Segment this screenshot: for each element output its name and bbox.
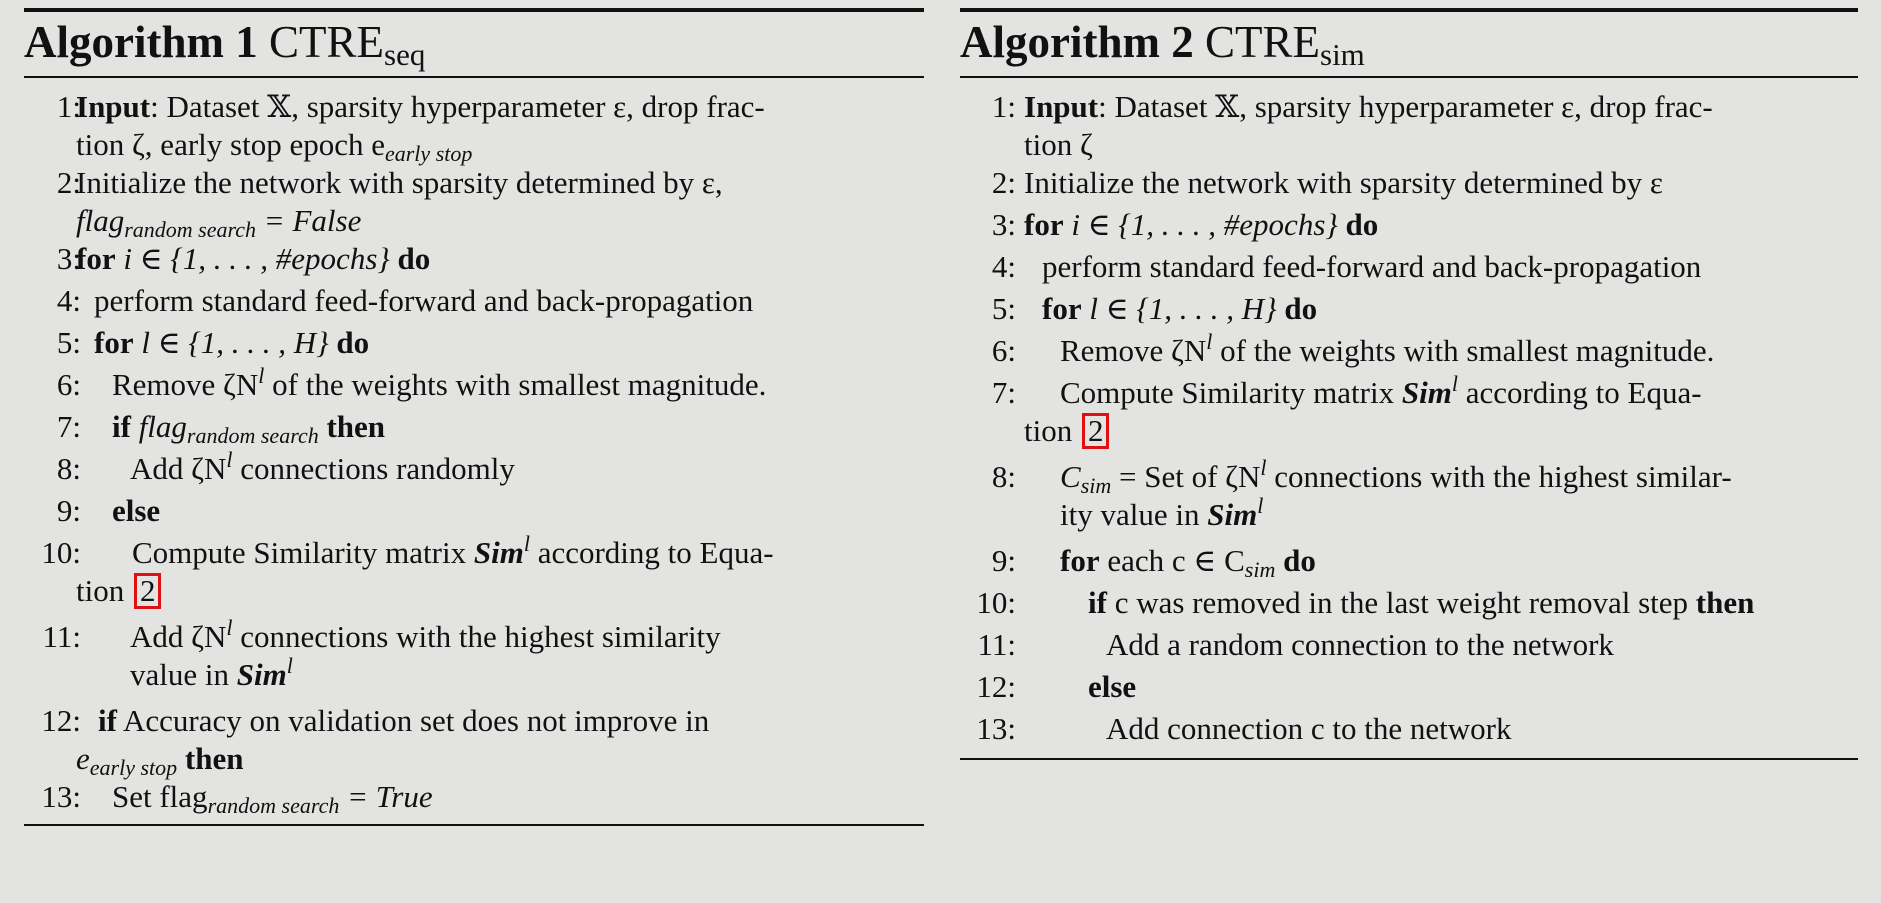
algo-line: 11: Add a random connection to the netwo… xyxy=(960,626,1858,668)
algo-line: 6: Remove ζNl of the weights with smalle… xyxy=(24,366,924,408)
algo-line: 12: else xyxy=(960,668,1858,710)
algorithm-2-title: Algorithm 2 CTREsim xyxy=(960,12,1858,76)
algo-line: 13: Set flagrandom search = True xyxy=(24,778,924,820)
algorithm-2-block: Algorithm 2 CTREsim 1: Input: Dataset 𝕏,… xyxy=(960,8,1858,760)
algo-line: 8: Csim = Set of ζNl connections with th… xyxy=(960,458,1858,542)
algo-line: 4: perform standard feed-forward and bac… xyxy=(960,248,1858,290)
algo-line: 10: Compute Similarity matrix Siml accor… xyxy=(24,534,924,618)
bottom-rule xyxy=(960,758,1858,760)
algorithm-2-lines: 1: Input: Dataset 𝕏, sparsity hyperparam… xyxy=(960,78,1858,758)
algorithm-1-title: Algorithm 1 CTREseq xyxy=(24,12,924,76)
algo-line: 9: else xyxy=(24,492,924,534)
algo-line: 5: for l ∈ {1, . . . , H} do xyxy=(24,324,924,366)
algo-line: 13: Add connection c to the network xyxy=(960,710,1858,752)
bottom-rule xyxy=(24,824,924,826)
algo-line: 7: if flagrandom search then xyxy=(24,408,924,450)
algo-line: 1: Input: Dataset 𝕏, sparsity hyperparam… xyxy=(960,88,1858,164)
equation-reference-link[interactable]: 2 xyxy=(1082,413,1110,449)
algo-line: 5: for l ∈ {1, . . . , H} do xyxy=(960,290,1858,332)
algo-line: 6: Remove ζNl of the weights with smalle… xyxy=(960,332,1858,374)
algo-line: 12: if Accuracy on validation set does n… xyxy=(24,702,924,778)
algo-line: 7: Compute Similarity matrix Siml accord… xyxy=(960,374,1858,458)
algo-line: 10: if c was removed in the last weight … xyxy=(960,584,1858,626)
algo-line: 1: Input: Dataset 𝕏, sparsity hyperparam… xyxy=(24,88,924,164)
algo-line: 9: for each c ∈ Csim do xyxy=(960,542,1858,584)
algo-line: 2: Initialize the network with sparsity … xyxy=(24,164,924,240)
algo-line: 11: Add ζNl connections with the highest… xyxy=(24,618,924,702)
algo-line: 3: for i ∈ {1, . . . , #epochs} do xyxy=(960,206,1858,248)
algo-line: 8: Add ζNl connections randomly xyxy=(24,450,924,492)
algo-line: 4: perform standard feed-forward and bac… xyxy=(24,282,924,324)
algorithm-1-block: Algorithm 1 CTREseq 1: Input: Dataset 𝕏,… xyxy=(24,8,924,826)
algo-line: 3: for i ∈ {1, . . . , #epochs} do xyxy=(24,240,924,282)
equation-reference-link[interactable]: 2 xyxy=(134,573,162,609)
algorithm-1-lines: 1: Input: Dataset 𝕏, sparsity hyperparam… xyxy=(24,78,924,824)
algo-line: 2: Initialize the network with sparsity … xyxy=(960,164,1858,206)
